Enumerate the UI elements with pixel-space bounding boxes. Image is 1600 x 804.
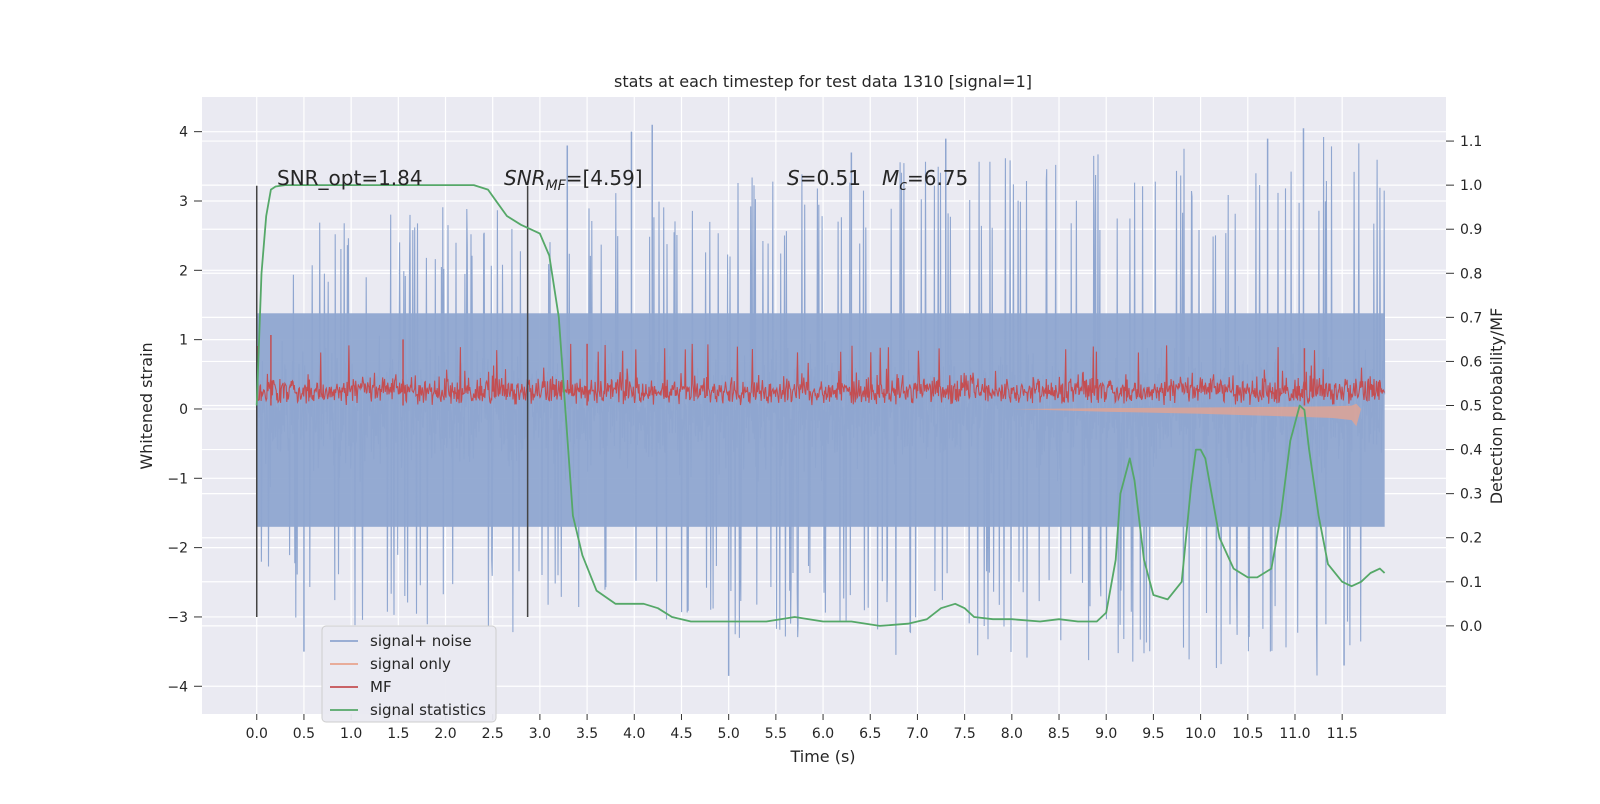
- x-tick-label: 9.0: [1095, 726, 1117, 742]
- x-tick-label: 11.5: [1327, 726, 1358, 742]
- x-tick-label: 5.5: [765, 726, 787, 742]
- y-tick-label-right: 0.1: [1460, 575, 1482, 591]
- x-tick-label: 5.0: [718, 726, 740, 742]
- signal-statistics-line: [255, 184, 1386, 627]
- x-tick-label: 9.5: [1142, 726, 1164, 742]
- y-axis-label-left: Whitened strain: [137, 342, 156, 469]
- annotation-snr-mf-base: SNR: [504, 166, 546, 190]
- legend-label: MF: [370, 678, 392, 696]
- x-tick-label: 7.5: [954, 726, 976, 742]
- annotation-s: S=0.51: [787, 166, 861, 190]
- x-tick-label: 1.0: [340, 726, 362, 742]
- x-tick-label: 10.0: [1185, 726, 1216, 742]
- x-tick-label: 1.5: [387, 726, 409, 742]
- y-tick-label-right: 0.4: [1460, 443, 1482, 459]
- y-tick-label-right: 1.1: [1460, 134, 1482, 150]
- legend-label: signal+ noise: [370, 632, 472, 650]
- y-tick-label-left: 2: [179, 263, 188, 279]
- y-axis-label-right: Detection probability/MF: [1487, 308, 1506, 505]
- signal-noise-line: [256, 136, 1386, 676]
- x-tick-label: 8.5: [1048, 726, 1070, 742]
- annotation-snr-mf-sub: MF: [546, 178, 567, 194]
- y-tick-label-right: 0.9: [1460, 222, 1482, 238]
- x-tick-label: 2.0: [434, 726, 456, 742]
- x-tick-label: 0.5: [293, 726, 315, 742]
- y-tick-label-right: 0.8: [1460, 266, 1482, 282]
- x-tick-label: 6.5: [859, 726, 881, 742]
- annotation-snr-mf-rest: =[4.59]: [566, 166, 643, 190]
- x-tick-label: 2.5: [482, 726, 504, 742]
- y-tick-label-right: 0.0: [1460, 619, 1482, 635]
- y-tick-label-right: 0.2: [1460, 531, 1482, 547]
- data-layer: [255, 124, 1386, 676]
- legend-box: [321, 625, 497, 723]
- x-tick-label: 6.0: [812, 726, 834, 742]
- x-tick-label: 0.0: [246, 726, 268, 742]
- chart-title: stats at each timestep for test data 131…: [614, 72, 1032, 91]
- y-tick-label-left: −3: [167, 610, 188, 626]
- annotation-mc-rest: =6.75: [907, 166, 968, 190]
- y-tick-label-right: 0.5: [1460, 399, 1482, 415]
- y-tick-label-right: 0.7: [1460, 310, 1482, 326]
- y-tick-label-left: 3: [179, 194, 188, 210]
- x-axis-label: Time (s): [789, 747, 855, 766]
- x-tick-label: 10.5: [1232, 726, 1263, 742]
- x-tick-label: 11.0: [1279, 726, 1310, 742]
- x-tick-label: 7.0: [906, 726, 928, 742]
- y-tick-label-left: 1: [179, 333, 188, 349]
- y-tick-label-right: 0.6: [1460, 354, 1482, 370]
- legend-label: signal only: [370, 655, 451, 673]
- annotation-s-rest: =0.51: [800, 166, 861, 190]
- axis-ticks: 0.0 0.5 1.0 1.5 2.0 2.5 3.0 3.5 4.0 4.5 5.0 5.5 6.0 6…: [167, 125, 1482, 742]
- annotation-s-base: S: [787, 166, 800, 190]
- y-tick-label-left: −2: [167, 541, 188, 557]
- x-tick-label: 4.0: [623, 726, 645, 742]
- legend: signal+ noise signal only MF signal statist…: [321, 625, 497, 723]
- x-tick-label: 3.0: [529, 726, 551, 742]
- y-tick-label-left: 0: [179, 402, 188, 418]
- annotation-mc-base: M: [882, 166, 899, 190]
- annotation-mc: Mc=6.75: [882, 166, 968, 194]
- y-tick-label-right: 0.3: [1460, 487, 1482, 503]
- y-tick-label-right: 1.0: [1460, 178, 1482, 194]
- signal-only-area: [256, 403, 1362, 427]
- y-tick-label-left: 4: [179, 125, 188, 141]
- x-tick-label: 4.5: [670, 726, 692, 742]
- y-tick-label-left: −4: [167, 679, 188, 695]
- x-tick-label: 3.5: [576, 726, 598, 742]
- annotations: SNR_opt=1.84 SNRMF=[4.59] S=0.51 Mc=6.75: [277, 166, 968, 194]
- annotation-snr-mf: SNRMF=[4.59]: [504, 166, 643, 194]
- y-tick-label-left: −1: [167, 471, 188, 487]
- legend-label: signal statistics: [370, 701, 486, 719]
- annotation-mc-sub: c: [899, 178, 907, 194]
- annotation-snr-opt: SNR_opt=1.84: [277, 166, 423, 190]
- x-tick-label: 8.0: [1001, 726, 1023, 742]
- mf-line: [256, 343, 1385, 406]
